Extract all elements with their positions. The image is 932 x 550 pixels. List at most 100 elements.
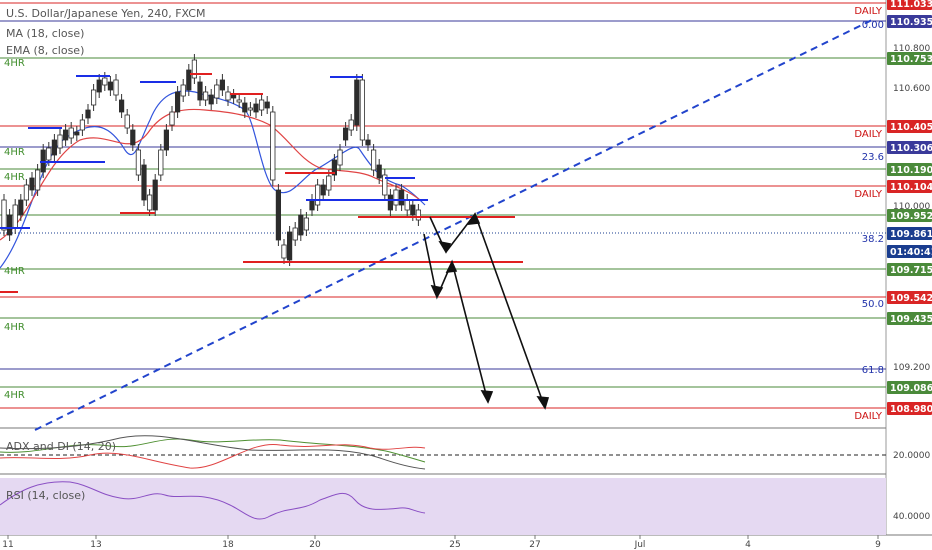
date-tick: 4: [745, 540, 751, 550]
price-label: 109.952: [887, 209, 932, 222]
candle: [130, 124, 136, 151]
timeframe-label: 4HR: [4, 266, 25, 277]
candle: [7, 209, 13, 241]
candle: [180, 79, 186, 102]
price-label: 01:40:41: [887, 245, 932, 258]
daily-label: DAILY: [854, 129, 883, 140]
price-label: 109.086: [887, 381, 932, 394]
candle: [264, 96, 270, 114]
di-minus-line: [0, 443, 426, 469]
price-label: 110.104: [887, 180, 932, 193]
svg-text:110.104: 110.104: [890, 182, 932, 193]
candle: [219, 74, 225, 96]
timeframe-label: 4HR: [4, 322, 25, 333]
price-label: 110.306: [887, 141, 932, 154]
adx-legend[interactable]: ADX and DI (14, 20): [6, 440, 116, 453]
candle: [382, 169, 388, 201]
candle: [141, 159, 147, 206]
svg-text:109.952: 109.952: [890, 211, 932, 222]
price-tick: 110.800: [893, 44, 930, 54]
projection-arrows: [423, 212, 550, 410]
candle: [57, 129, 63, 154]
candle: [314, 179, 321, 211]
candle: [186, 64, 192, 96]
candle: [18, 194, 24, 221]
candle: [225, 86, 231, 106]
svg-text:109.435: 109.435: [890, 314, 932, 325]
candle: [51, 134, 58, 161]
candle: [158, 144, 164, 181]
timeframe-label: 4HR: [4, 390, 25, 401]
price-label: 108.980: [887, 402, 932, 415]
candle: [79, 114, 85, 136]
price-label: 110.405: [887, 120, 932, 133]
candle: [393, 184, 399, 211]
candle: [253, 98, 259, 118]
candle: [35, 164, 41, 196]
candle: [85, 104, 91, 124]
ema-legend[interactable]: EMA (8, close): [6, 44, 85, 57]
fib-label: 23.6: [862, 152, 884, 163]
svg-text:01:40:41: 01:40:41: [890, 247, 932, 258]
candle: [29, 172, 35, 196]
svg-text:109.861: 109.861: [890, 229, 932, 240]
candle: [292, 222, 298, 246]
date-tick: 13: [90, 540, 101, 550]
ema-line: [0, 90, 426, 269]
candle: [281, 239, 287, 264]
candle: [91, 84, 97, 111]
candle: [124, 109, 130, 134]
candle: [247, 102, 253, 116]
candle: [236, 94, 242, 108]
rsi-legend[interactable]: RSI (14, close): [6, 489, 86, 502]
plot-area: [0, 0, 886, 550]
ma-legend[interactable]: MA (18, close): [6, 27, 85, 40]
candle: [342, 122, 349, 146]
date-tick: 18: [222, 540, 234, 550]
price-tick: 110.600: [893, 84, 930, 94]
candle: [398, 184, 405, 211]
candle: [337, 144, 343, 171]
daily-label: DAILY: [854, 6, 883, 17]
fib-levels: 0.00 23.6 38.2 50.0 61.8: [862, 20, 884, 376]
candle: [169, 106, 175, 131]
candle: [370, 144, 377, 176]
price-tick: 110.000: [893, 202, 930, 212]
candle: [348, 114, 354, 136]
rsi-line: [0, 481, 426, 520]
candle: [376, 159, 382, 184]
date-tick: 11: [2, 540, 13, 550]
candle: [359, 74, 366, 146]
svg-text:110.190: 110.190: [890, 165, 932, 176]
candle: [174, 86, 181, 118]
candle: [365, 134, 371, 151]
fib-label: 0.00: [862, 20, 884, 31]
fib-label: 38.2: [862, 234, 884, 245]
timeframe-label: 4HR: [4, 58, 25, 69]
support-resistance-marks: [0, 75, 428, 229]
price-tick: 109.200: [893, 363, 930, 373]
red-marks: [0, 73, 523, 293]
svg-text:110.405: 110.405: [890, 122, 932, 133]
candle: [354, 74, 360, 131]
candle: [415, 204, 422, 226]
candle: [214, 79, 220, 104]
price-label: 109.861: [887, 227, 932, 240]
candle: [303, 212, 310, 236]
chart-title: U.S. Dollar/Japanese Yen, 240, FXCM: [6, 7, 206, 20]
candle: [326, 170, 332, 196]
candle: [286, 226, 293, 266]
candle: [387, 189, 394, 216]
candle: [197, 76, 203, 106]
date-tick: 27: [529, 540, 540, 550]
price-axis-labels: 110.800 110.600 110.000 109.200 111.033 110.9…: [887, 0, 932, 415]
daily-label: DAILY: [854, 189, 883, 200]
candle: [96, 74, 102, 98]
timeframe-labels: 4HR 4HR 4HR 4HR 4HR 4HR: [4, 58, 25, 401]
price-label: 110.753: [887, 52, 932, 65]
candle: [152, 174, 158, 216]
candle: [146, 189, 153, 216]
candle: [107, 76, 113, 96]
price-label: 110.190: [887, 163, 932, 176]
